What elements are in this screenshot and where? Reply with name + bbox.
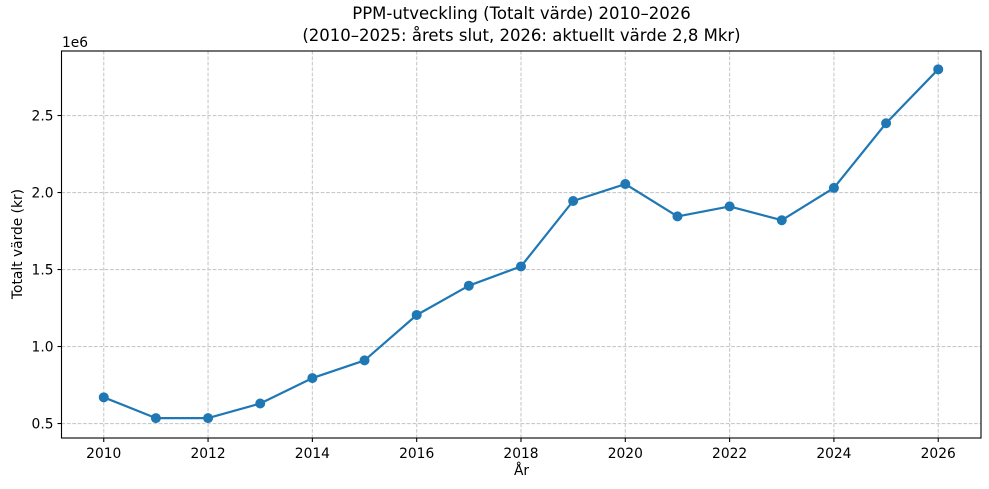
data-point: [568, 195, 579, 206]
data-point: [672, 211, 683, 222]
data-point: [881, 118, 892, 129]
x-tick-label: 2018: [503, 446, 538, 462]
data-point: [828, 182, 839, 193]
y-tick-label: 1.0: [32, 339, 54, 355]
x-tick-label: 2016: [399, 446, 434, 462]
data-point: [620, 179, 631, 190]
chart-title-block: PPM-utveckling (Totalt värde) 2010–2026 …: [62, 3, 981, 46]
y-tick-label: 2.5: [32, 108, 54, 124]
y-tick-label: 1.5: [32, 262, 54, 278]
data-point: [98, 392, 109, 403]
data-point: [515, 261, 526, 272]
chart-subtitle: (2010–2025: årets slut, 2026: aktuellt v…: [302, 25, 741, 45]
data-point: [463, 280, 474, 291]
data-point: [776, 215, 787, 226]
data-point: [203, 413, 214, 424]
axes-box: [60, 50, 982, 439]
x-tick-label: 2012: [190, 446, 225, 462]
y-tick-label: 2.0: [32, 185, 54, 201]
data-point: [150, 413, 161, 424]
data-point: [411, 309, 422, 320]
data-point: [933, 64, 944, 75]
y-tick-label: 0.5: [32, 416, 54, 432]
x-tick-label: 2014: [295, 446, 330, 462]
x-axis-label: År: [513, 463, 530, 479]
x-tick-label: 2024: [816, 446, 851, 462]
data-point: [255, 398, 266, 409]
x-tick-label: 2020: [608, 446, 643, 462]
x-tick-label: 2010: [86, 446, 121, 462]
data-point: [307, 373, 318, 384]
y-axis-offset-label: 1e6: [62, 35, 89, 51]
x-tick-label: 2026: [921, 446, 956, 462]
x-tick-label: 2022: [712, 446, 747, 462]
data-point: [359, 355, 370, 366]
data-point: [724, 201, 735, 212]
chart-title: PPM-utveckling (Totalt värde) 2010–2026: [352, 4, 691, 23]
